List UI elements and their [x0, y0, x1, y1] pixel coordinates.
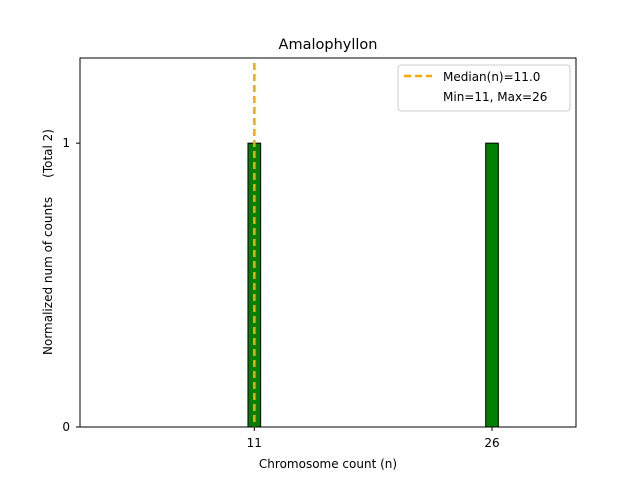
- y-axis-label: Normalized num of counts (Total 2): [41, 129, 55, 355]
- y-ticks: 01: [62, 136, 80, 434]
- legend: Median(n)=11.0 Min=11, Max=26: [397, 64, 571, 112]
- x-tick-label: 26: [484, 436, 499, 450]
- legend-median-label: Median(n)=11.0: [443, 70, 540, 84]
- x-tick-label: 11: [247, 436, 262, 450]
- y-tick-label: 0: [62, 420, 70, 434]
- legend-range-label: Min=11, Max=26: [443, 90, 547, 104]
- x-axis-label: Chromosome count (n): [259, 457, 397, 471]
- bar-26: [485, 142, 499, 428]
- plot-area: [80, 58, 576, 427]
- legend-box: [397, 64, 571, 112]
- plot-frame: [79, 57, 577, 428]
- x-ticks: 11 26: [247, 427, 500, 450]
- y-tick-label: 1: [62, 136, 70, 150]
- chart-title: Amalophyllon: [279, 37, 378, 53]
- bars: [247, 142, 499, 428]
